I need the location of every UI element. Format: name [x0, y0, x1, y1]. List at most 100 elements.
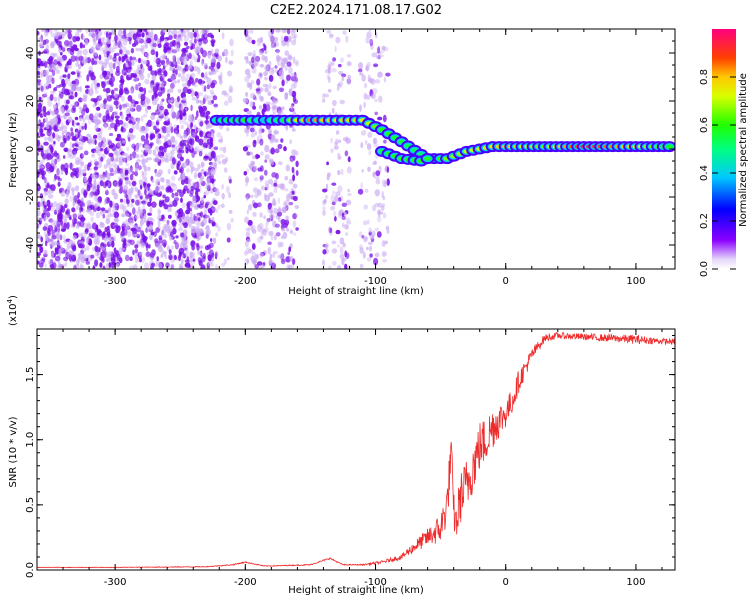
spectrogram-noise-blob [144, 106, 149, 114]
spectrogram-noise-blob [121, 172, 125, 179]
spectrogram-noise-blob [59, 234, 63, 241]
spectrogram-noise-blob [203, 155, 209, 159]
spectrogram-noise-blob [140, 154, 146, 159]
spectrogram-noise-blob [120, 75, 124, 82]
spectrogram-noise-blob [199, 177, 204, 184]
spectrogram-noise-blob [384, 240, 389, 245]
spectrogram-noise-blob [124, 193, 128, 199]
spectrogram-noise-blob [195, 46, 201, 53]
spectrogram-noise-blob [125, 179, 131, 185]
spectrogram-noise-blob [125, 254, 130, 262]
spectrogram-noise-blob [374, 252, 380, 258]
spectrogram-noise-blob [155, 137, 160, 144]
spectrogram-noise-blob [88, 192, 94, 199]
spectrogram-noise-blob [131, 227, 138, 235]
spectrogram-noise-blob [103, 88, 106, 92]
spectrogram-noise-blob [269, 67, 275, 75]
spectrogram-noise-blob [149, 252, 155, 258]
spectrogram-noise-blob [383, 183, 388, 188]
spectrogram-noise-blob [91, 57, 95, 66]
spectrogram-noise-blob [40, 236, 43, 243]
spectrogram-noise-blob [270, 38, 275, 46]
spectrogram-noise-blob [132, 151, 137, 159]
spectrogram-noise-blob [71, 207, 76, 213]
spectrogram-noise-blob [269, 209, 273, 215]
spectrogram-noise-blob [172, 58, 175, 65]
spectrogram-noise-blob [78, 243, 83, 249]
spectrogram-noise-blob [324, 194, 329, 199]
spectrogram-noise-blob [40, 43, 44, 48]
spectrogram-noise-blob [200, 197, 205, 203]
spectrogram-noise-blob [220, 71, 223, 80]
spectrogram-noise-blob [210, 48, 214, 56]
spectrogram-noise-blob [73, 264, 77, 269]
spectrogram-noise-blob [170, 61, 175, 68]
spectrogram-noise-blob [128, 167, 133, 175]
spectrogram-noise-blob [92, 103, 97, 108]
spectrogram-noise-blob [57, 134, 61, 143]
spectrogram-noise-blob [345, 252, 350, 259]
spectrogram-noise-blob [169, 66, 174, 72]
spectrogram-noise-blob [181, 70, 186, 75]
spectrogram-noise-blob [95, 188, 100, 196]
spectrogram-noise-blob [281, 206, 288, 213]
spectrogram-noise-blob [256, 261, 263, 266]
spectrogram-noise-blob [360, 182, 364, 189]
spectrogram-noise-blob [41, 153, 47, 160]
spectrogram-noise-blob [93, 195, 98, 202]
spectrogram-noise-blob [183, 221, 188, 229]
spectrogram-noise-blob [191, 43, 196, 50]
spectrogram-noise-blob [176, 152, 183, 159]
x-tick-label: 0 [503, 577, 509, 588]
spectrogram-noise-blob [147, 166, 151, 171]
spectrogram-noise-blob [104, 226, 108, 233]
spectrogram-noise-blob [213, 162, 217, 168]
spectrogram-noise-blob [37, 31, 40, 36]
spectrogram-noise-blob [189, 161, 194, 169]
spectrogram-noise-blob [144, 138, 150, 146]
spectrogram-noise-blob [91, 153, 95, 158]
spectrogram-noise-blob [259, 124, 262, 131]
spectrogram-noise-blob [346, 265, 352, 269]
spectrogram-noise-blob [365, 94, 371, 100]
spectrogram-noise-blob [184, 114, 188, 121]
spectrogram-noise-blob [122, 40, 128, 46]
spectrogram-noise-blob [150, 70, 156, 76]
spectrogram-noise-blob [287, 54, 292, 60]
spectrogram-noise-blob [67, 153, 71, 159]
spectrogram-noise-blob [185, 130, 188, 138]
spectrogram-noise-blob [89, 210, 95, 217]
spectrogram-noise-blob [330, 194, 336, 202]
spectrogram-noise-blob [43, 252, 49, 256]
spectrogram-noise-blob [176, 124, 180, 129]
snr-scale-label: (x104) [6, 295, 19, 326]
spectrogram-noise-blob [66, 109, 70, 114]
spectrogram-noise-blob [216, 61, 221, 69]
spectrogram-noise-blob [203, 29, 209, 35]
spectrogram-noise-blob [82, 104, 88, 112]
spectrogram-noise-blob [114, 115, 120, 119]
spectrogram-noise-blob [77, 252, 82, 258]
spectrogram-noise-blob [374, 189, 380, 197]
spectrogram-noise-blob [79, 42, 83, 49]
spectrogram-noise-blob [89, 29, 96, 33]
spectrogram-noise-blob [135, 154, 140, 159]
spectrogram-noise-blob [175, 129, 178, 135]
colorbar-ticks: 0.00.20.40.60.8 [699, 69, 736, 277]
spectrogram-noise-blob [37, 170, 43, 175]
spectrogram-noise-blob [344, 263, 348, 269]
spectrogram-noise-blob [137, 57, 142, 64]
spectrogram-noise-blob [137, 142, 143, 147]
x-tick-label: 0 [503, 276, 509, 287]
spectrogram-noise-blob [277, 197, 281, 204]
spectrogram-noise-blob [339, 155, 342, 160]
spectrogram-noise-blob [178, 263, 183, 269]
spectrogram-noise-blob [376, 231, 382, 238]
spectrogram-noise-blob [106, 228, 111, 236]
spectrogram-noise-blob [264, 183, 270, 190]
x-tick-label: 100 [626, 577, 645, 588]
spectrogram-noise-blob [177, 89, 182, 93]
spectrogram-noise-blob [133, 73, 137, 78]
spectrogram-noise-blob [335, 36, 341, 44]
spectrogram-noise-blob [284, 219, 290, 226]
